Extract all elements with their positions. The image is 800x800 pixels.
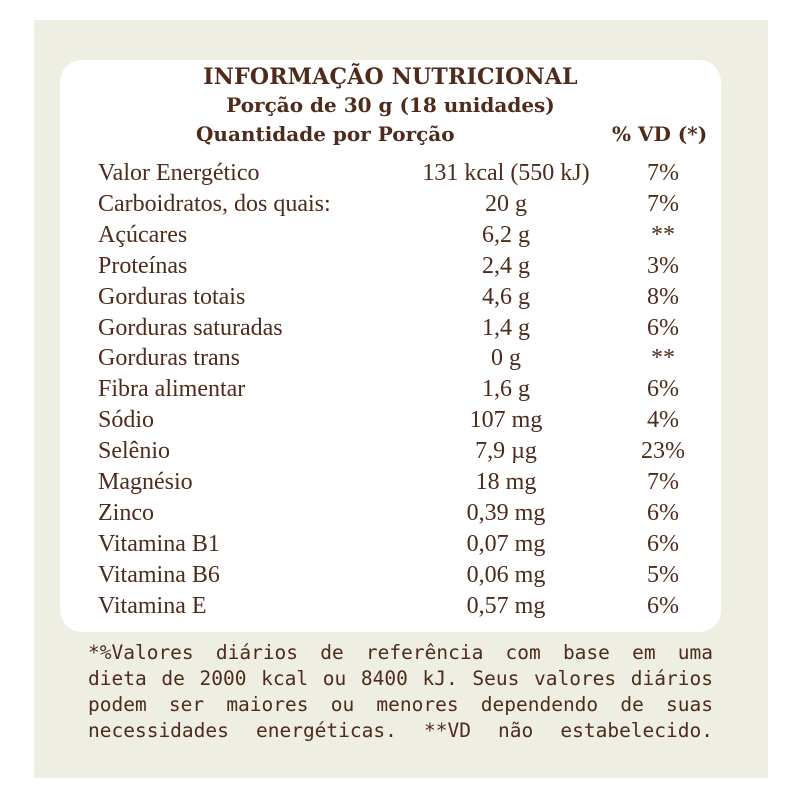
nutrient-row: Carboidratos, dos quais: 20 g 7% [0, 191, 800, 222]
nutrient-amount: 0,39 mg [466, 499, 546, 526]
nutrient-name: Zinco [98, 499, 154, 526]
nutrient-amount: 131 kcal (550 kJ) [422, 160, 590, 186]
nutrient-vd: 8% [647, 283, 679, 310]
footnote-line: podem ser maiores ou menores dependendo … [88, 693, 713, 716]
nutrient-row: Valor Energético 131 kcal (550 kJ) 7% [0, 160, 800, 191]
nutrition-table-panel [60, 60, 721, 632]
nutrient-amount: 0,07 mg [466, 530, 546, 557]
nutrient-vd: ** [651, 221, 675, 248]
nutrient-vd: 3% [647, 252, 679, 279]
nutrient-vd: 6% [647, 376, 679, 403]
nutrient-row: Fibra alimentar 1,6 g 6% [0, 376, 800, 407]
nutrient-row: Vitamina E 0,57 mg 6% [0, 593, 800, 624]
nutrient-vd: 7% [647, 190, 679, 217]
nutrient-vd: 4% [647, 407, 679, 434]
nutrient-name: Gorduras trans [98, 345, 240, 372]
nutrient-vd: 6% [647, 499, 679, 526]
nutrient-vd: 7% [647, 160, 679, 186]
nutrient-vd: 23% [641, 438, 685, 465]
nutrient-row: Vitamina B6 0,06 mg 5% [0, 562, 800, 593]
nutrient-row: Selênio 7,9 µg 23% [0, 438, 800, 469]
nutrient-name: Fibra alimentar [98, 376, 246, 403]
footnote-line: necessidades energéticas. **VD não estab… [88, 719, 713, 742]
nutrient-name: Gorduras saturadas [98, 314, 283, 341]
nutrient-amount: 4,6 g [482, 283, 530, 310]
nutrient-vd: 6% [647, 314, 679, 341]
nutrient-amount: 1,6 g [482, 376, 530, 403]
nutrient-name: Açúcares [98, 221, 188, 248]
nutrient-vd: 7% [647, 469, 679, 495]
nutrient-row: Zinco 0,39 mg 6% [0, 500, 800, 531]
nutrient-name: Gorduras totais [98, 283, 246, 310]
nutrient-name: Vitamina B1 [98, 530, 220, 557]
column-header-vd: % VD (*) [612, 122, 708, 146]
nutrient-name: Vitamina E [98, 592, 207, 619]
nutrient-amount: 20 g [485, 190, 527, 217]
nutrient-name: Proteínas [98, 252, 188, 279]
nutrient-amount: 6,2 g [482, 221, 530, 248]
label-title: INFORMAÇÃO NUTRICIONAL [203, 64, 578, 90]
nutrient-amount: 7,9 µg [475, 438, 537, 465]
nutrient-amount: 0 g [491, 345, 521, 372]
nutrient-amount: 2,4 g [482, 252, 530, 279]
footnote-line: dieta de 2000 kcal ou 8400 kJ. Seus valo… [88, 667, 713, 690]
nutrient-name: Sódio [98, 407, 155, 434]
nutrient-amount: 0,57 mg [466, 592, 546, 619]
nutrient-vd: 6% [647, 592, 679, 619]
nutrient-amount: 18 mg [475, 469, 537, 495]
nutrient-row: Açúcares 6,2 g ** [0, 222, 800, 253]
nutrient-vd: 6% [647, 530, 679, 557]
nutrient-row: Gorduras totais 4,6 g 8% [0, 284, 800, 315]
nutrient-name: Valor Energético [98, 160, 260, 186]
column-header-quantity: Quantidade por Porção [196, 122, 455, 146]
nutrient-name: Carboidratos, dos quais: [98, 190, 331, 217]
nutrient-amount: 1,4 g [482, 314, 530, 341]
nutrient-amount: 0,06 mg [466, 561, 546, 588]
footnote-line: *%Valores diários de referência com base… [88, 641, 713, 664]
nutrient-row: Sódio 107 mg 4% [0, 407, 800, 438]
nutrient-name: Selênio [98, 438, 170, 465]
nutrient-amount: 107 mg [469, 407, 543, 434]
nutrient-name: Vitamina B6 [98, 561, 220, 588]
nutrient-name: Magnésio [98, 469, 193, 495]
nutrient-row: Vitamina B1 0,07 mg 6% [0, 531, 800, 562]
nutrient-row: Gorduras trans 0 g ** [0, 345, 800, 376]
nutrient-vd: 5% [647, 561, 679, 588]
nutrient-row: Gorduras saturadas 1,4 g 6% [0, 315, 800, 346]
footnote: *%Valores diários de referência com base… [88, 640, 713, 744]
nutrient-row: Proteínas 2,4 g 3% [0, 253, 800, 284]
nutrient-row: Magnésio 18 mg 7% [0, 469, 800, 500]
serving-size: Porção de 30 g (18 unidades) [226, 93, 555, 117]
nutrient-vd: ** [651, 345, 675, 372]
